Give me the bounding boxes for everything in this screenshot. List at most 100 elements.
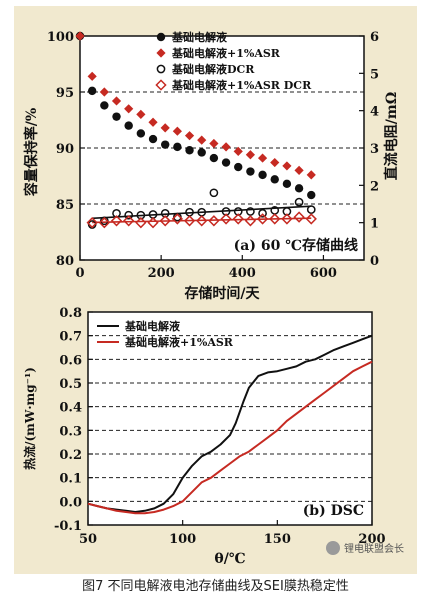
data-point-1 <box>282 161 292 171</box>
y-right-tick-label-a: 5 <box>370 67 379 82</box>
data-point-3 <box>110 215 123 227</box>
data-point-1 <box>184 131 195 141</box>
x-tick-label-b: 200 <box>358 532 385 547</box>
wechat-icon <box>326 540 340 555</box>
data-point-0 <box>270 175 279 184</box>
data-point-2 <box>209 188 219 198</box>
x-tick-label-a: 600 <box>310 266 337 281</box>
data-point-0 <box>282 179 292 189</box>
y-right-tick-label-a: 6 <box>370 30 379 45</box>
x-axis-title-a: 存储时间/天 <box>184 285 260 302</box>
data-point-3 <box>159 215 171 227</box>
x-tick-label-b: 150 <box>264 532 291 547</box>
y-right-tick-label-a: 4 <box>370 105 379 120</box>
data-point-0 <box>197 148 206 157</box>
data-point-0 <box>307 190 316 200</box>
plot-frame-b <box>87 311 373 526</box>
data-point-0 <box>87 86 97 96</box>
series-line-0 <box>87 334 373 513</box>
y-tick-label-b: 0.7 <box>59 330 82 345</box>
y-tick-label-a: 90 <box>56 142 74 157</box>
data-point-0 <box>258 170 267 180</box>
plot-area-b <box>88 312 372 525</box>
data-point-3 <box>171 213 184 225</box>
data-point-3 <box>256 213 269 225</box>
data-point-1 <box>172 126 182 136</box>
data-point-1 <box>221 142 231 152</box>
data-point-0 <box>173 142 182 152</box>
data-point-3 <box>86 217 98 229</box>
data-point-1 <box>160 123 170 133</box>
x-tick-label-a: 0 <box>75 266 84 281</box>
y-tick-label-a: 100 <box>47 30 74 45</box>
y-tick-label-b: 0.5 <box>59 377 82 392</box>
x-tick-label-a: 400 <box>229 266 256 281</box>
series-line-1 <box>87 360 373 515</box>
y-tick-label-b: -0.1 <box>54 519 82 534</box>
y-tick-label-b: 0.2 <box>59 448 82 463</box>
data-point-3 <box>244 215 257 227</box>
y-tick-label-a: 95 <box>56 86 74 101</box>
data-point-3 <box>220 213 232 225</box>
legend-label-3: 基础电解液+1%ASR DCR <box>171 78 312 92</box>
y-right-tick-label-a: 1 <box>370 217 379 232</box>
legend-marker-1 <box>156 48 166 58</box>
data-point-2 <box>258 208 267 218</box>
x-axis-title-b: θ/℃ <box>214 551 245 567</box>
data-point-1 <box>136 109 146 119</box>
legend-marker-0 <box>156 32 166 42</box>
panel-label-a: (a) 60 ℃存储曲线 <box>234 237 358 254</box>
data-point-3 <box>281 213 293 225</box>
data-point-3 <box>293 211 305 223</box>
data-point-1 <box>209 138 219 149</box>
data-point-0 <box>161 140 170 149</box>
data-point-3 <box>135 217 147 229</box>
y-tick-label-b: 0.8 <box>59 306 82 321</box>
data-point-1 <box>124 104 134 114</box>
data-point-3 <box>232 213 244 225</box>
data-point-0 <box>294 184 304 193</box>
data-point-1 <box>233 146 243 156</box>
y-tick-label-a: 85 <box>56 198 74 213</box>
data-point-3 <box>305 213 317 225</box>
data-point-1 <box>257 153 268 163</box>
data-point-1 <box>245 150 255 160</box>
data-point-3 <box>147 217 159 229</box>
panel-label-b: (b) DSC <box>303 503 364 519</box>
y-tick-label-b: 0.1 <box>59 472 82 487</box>
y-right-tick-label-a: 0 <box>370 254 379 269</box>
legend-label-2: 基础电解液DCR <box>171 62 255 76</box>
data-point-0 <box>148 134 158 144</box>
data-point-3 <box>98 217 111 229</box>
y-tick-label-b: 0.3 <box>59 424 82 439</box>
data-point-1 <box>148 117 158 127</box>
data-point-2 <box>246 207 255 216</box>
data-point-1 <box>75 31 85 41</box>
data-point-1 <box>294 165 304 175</box>
data-point-3 <box>196 215 208 227</box>
data-point-0 <box>112 112 121 121</box>
figure-caption: 图7 不同电解液电池存储曲线及SEI膜热稳定性 <box>82 579 349 594</box>
watermark-text: 锂电联盟会长 <box>344 544 404 555</box>
data-point-0 <box>100 101 109 110</box>
x-tick-label-b: 100 <box>169 532 196 547</box>
data-point-3 <box>269 213 281 225</box>
data-point-2 <box>124 210 134 220</box>
legend-label-0: 基础电解液 <box>171 30 228 44</box>
data-point-0 <box>246 167 255 176</box>
legend-marker-2 <box>156 64 166 74</box>
y-right-tick-label-a: 3 <box>370 142 379 157</box>
data-point-3 <box>123 215 135 227</box>
x-tick-label-a: 200 <box>148 266 175 281</box>
data-point-0 <box>185 146 194 155</box>
data-point-1 <box>270 157 280 168</box>
legend-label-b-0: 基础电解液 <box>124 319 181 333</box>
data-point-2 <box>294 197 304 207</box>
x-tick-label-b: 50 <box>79 532 97 547</box>
data-point-1 <box>111 96 122 106</box>
y-right-tick-label-a: 2 <box>370 179 379 194</box>
y-tick-label-b: 0.0 <box>59 495 82 510</box>
y-tick-label-b: 0.4 <box>59 401 82 416</box>
data-point-0 <box>234 162 243 172</box>
